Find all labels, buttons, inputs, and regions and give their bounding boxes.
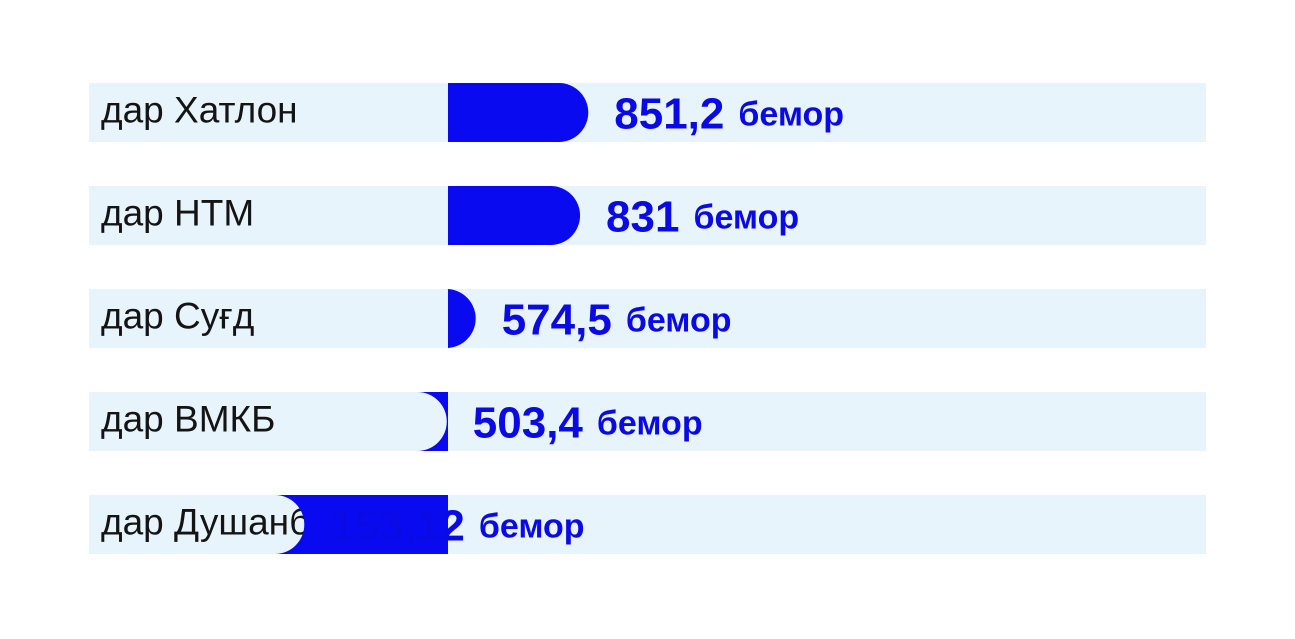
- value-number: 831: [606, 192, 679, 241]
- value-number: 503,4: [473, 398, 584, 447]
- value-unit: бемор: [693, 198, 799, 236]
- value-label: 574,5 бемор: [502, 295, 732, 344]
- bar: [448, 186, 581, 246]
- value-unit: бемор: [626, 301, 732, 339]
- value-unit: бемор: [738, 95, 844, 133]
- bar: [446, 289, 476, 348]
- value-label: 851,2 бемор: [614, 89, 844, 138]
- value-number: 574,5: [502, 295, 612, 344]
- category-label: дар ВМКБ: [101, 398, 275, 439]
- value-label: 831 бемор: [606, 192, 799, 241]
- category-label: дар Душанбе: [101, 501, 330, 542]
- value-label: 503,4 бемор: [473, 398, 703, 447]
- bar: [448, 83, 589, 142]
- row-background: [89, 186, 1206, 245]
- category-label: дар НТМ: [101, 192, 254, 233]
- bar: [274, 495, 448, 554]
- category-label: дар Суғд: [101, 295, 254, 336]
- value-label: 153,12 бемор: [330, 501, 584, 550]
- row-background: [89, 495, 1206, 554]
- row-background: [89, 289, 1206, 348]
- value-unit: бемор: [479, 507, 585, 545]
- row-background: [89, 392, 1206, 451]
- bar: [417, 392, 448, 451]
- value-unit: бемор: [597, 404, 703, 442]
- value-number: 851,2: [614, 89, 724, 138]
- row-background: [89, 83, 1206, 142]
- category-label: дар Хатлон: [101, 89, 298, 130]
- value-number: 153,12: [330, 501, 465, 550]
